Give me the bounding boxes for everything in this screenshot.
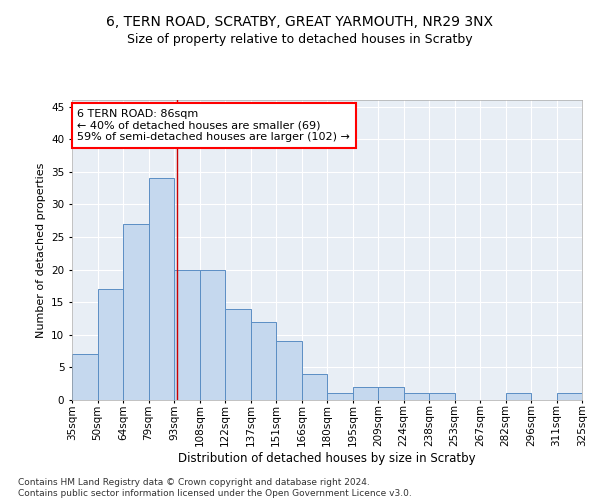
Bar: [505, 394, 531, 400]
Bar: [97, 289, 123, 400]
Text: 6 TERN ROAD: 86sqm
← 40% of detached houses are smaller (69)
59% of semi-detache: 6 TERN ROAD: 86sqm ← 40% of detached hou…: [77, 109, 350, 142]
Bar: [378, 387, 404, 400]
Bar: [327, 394, 353, 400]
Bar: [199, 270, 225, 400]
Text: Size of property relative to detached houses in Scratby: Size of property relative to detached ho…: [127, 32, 473, 46]
Text: 6, TERN ROAD, SCRATBY, GREAT YARMOUTH, NR29 3NX: 6, TERN ROAD, SCRATBY, GREAT YARMOUTH, N…: [107, 15, 493, 29]
Bar: [404, 394, 429, 400]
Bar: [302, 374, 327, 400]
Bar: [225, 308, 251, 400]
Y-axis label: Number of detached properties: Number of detached properties: [35, 162, 46, 338]
Bar: [123, 224, 149, 400]
Bar: [149, 178, 174, 400]
X-axis label: Distribution of detached houses by size in Scratby: Distribution of detached houses by size …: [178, 452, 476, 465]
Bar: [557, 394, 582, 400]
Bar: [429, 394, 455, 400]
Bar: [353, 387, 378, 400]
Bar: [251, 322, 276, 400]
Text: Contains HM Land Registry data © Crown copyright and database right 2024.
Contai: Contains HM Land Registry data © Crown c…: [18, 478, 412, 498]
Bar: [72, 354, 97, 400]
Bar: [276, 342, 302, 400]
Bar: [174, 270, 199, 400]
